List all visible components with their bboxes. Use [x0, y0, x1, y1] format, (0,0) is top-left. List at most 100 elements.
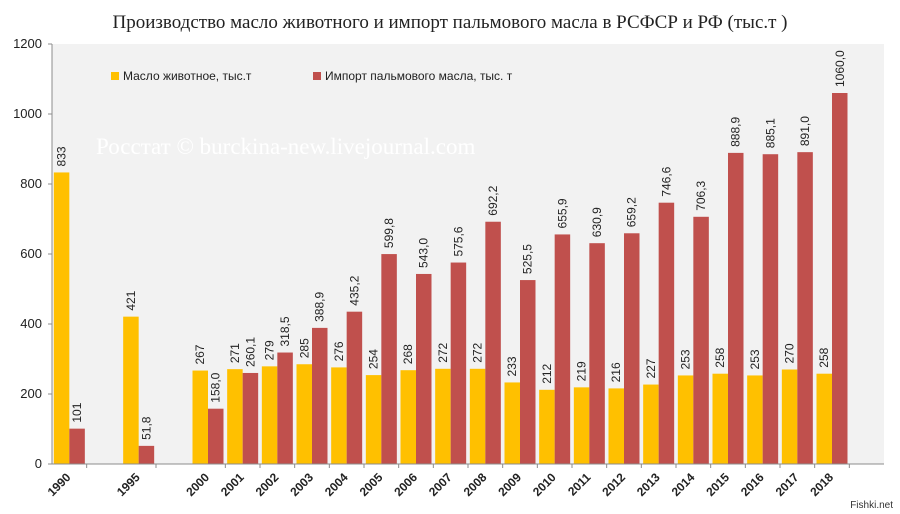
data-label-palm-oil-2009: 525,5	[521, 244, 535, 274]
legend-swatch-butter	[111, 72, 119, 80]
bar-butter-1990	[53, 172, 70, 464]
bar-butter-1995	[123, 316, 139, 464]
x-tick-label-2002: 2002	[253, 470, 282, 499]
bar-butter-2017	[781, 369, 798, 464]
x-tick-label-2010: 2010	[530, 470, 559, 499]
data-label-palm-oil-2016: 885,1	[763, 118, 777, 148]
x-tick-label-2008: 2008	[461, 470, 490, 499]
bar-butter-2001	[227, 369, 243, 464]
data-label-butter-2004: 276	[332, 341, 346, 361]
bar-butter-2004	[331, 367, 347, 464]
x-tick-label-2017: 2017	[773, 470, 802, 499]
y-axis: 0 200 400 600 800 1000 1200	[13, 36, 53, 471]
bar-butter-2003	[296, 364, 312, 464]
data-label-butter-2000: 267	[193, 344, 207, 364]
y-tick-label: 800	[20, 176, 42, 191]
x-tick-label-2006: 2006	[391, 470, 420, 499]
bar-palm-oil-2006	[416, 273, 432, 464]
bar-palm-oil-2015	[728, 152, 744, 464]
bar-palm-oil-1990	[69, 428, 85, 464]
bar-palm-oil-2014	[693, 216, 709, 464]
bars	[53, 93, 848, 464]
plot-area	[52, 44, 884, 464]
data-label-palm-oil-2014: 706,3	[694, 180, 708, 210]
data-label-palm-oil-1990: 101	[70, 402, 84, 422]
bar-palm-oil-2013	[658, 202, 675, 464]
data-label-palm-oil-2006: 543,0	[417, 238, 431, 268]
data-label-palm-oil-2013: 746,6	[659, 166, 673, 196]
data-label-butter-2016: 253	[748, 349, 762, 369]
bar-butter-2009	[504, 382, 520, 464]
x-tick-label-2011: 2011	[565, 470, 594, 499]
data-label-butter-2014: 253	[679, 349, 693, 369]
x-tick-label-2005: 2005	[357, 470, 386, 499]
x-tick-label-1990: 1990	[45, 470, 74, 499]
data-label-palm-oil-2001: 260,1	[243, 337, 257, 367]
bar-butter-2007	[435, 368, 451, 464]
bar-butter-2012	[608, 388, 624, 464]
x-axis: 1990 1995 2000 2001 2002 2003 2004 2005 2006 2007…	[45, 463, 884, 499]
data-label-palm-oil-2008: 692,2	[486, 185, 500, 215]
data-label-butter-1990: 833	[55, 146, 69, 166]
data-label-palm-oil-2007: 575,6	[451, 226, 465, 256]
bar-butter-2015	[712, 373, 728, 464]
data-label-palm-oil-2012: 659,2	[625, 197, 639, 227]
x-tick-label-2001: 2001	[218, 470, 247, 499]
bar-butter-2002	[261, 366, 278, 464]
bar-butter-2000	[192, 370, 208, 464]
x-tick-label-2012: 2012	[599, 470, 628, 499]
bar-palm-oil-2012	[624, 233, 640, 464]
bar-palm-oil-2018	[832, 93, 848, 464]
x-tick-label-2003: 2003	[287, 470, 316, 499]
data-label-palm-oil-2002: 318,5	[278, 316, 292, 346]
x-tick-label-2013: 2013	[634, 470, 663, 499]
data-label-palm-oil-2004: 435,2	[347, 275, 361, 305]
legend-label-palm-oil: Импорт пальмового масла, тыс. т	[325, 69, 513, 83]
data-label-butter-2013: 227	[644, 358, 658, 378]
x-tick-label-2014: 2014	[669, 470, 698, 499]
bar-butter-2014	[677, 375, 694, 464]
bar-palm-oil-2002	[277, 352, 293, 464]
data-label-butter-2003: 285	[297, 338, 311, 358]
x-tick-label-1995: 1995	[114, 470, 143, 499]
bar-palm-oil-2001	[242, 372, 259, 464]
data-label-palm-oil-2018: 1060,0	[833, 50, 847, 87]
x-tick-label-2018: 2018	[807, 470, 836, 499]
bar-palm-oil-2008	[485, 221, 501, 464]
bar-palm-oil-1995	[138, 445, 155, 464]
bar-palm-oil-2007	[450, 262, 467, 464]
x-tick-label-2015: 2015	[703, 470, 732, 499]
data-label-palm-oil-2011: 630,9	[590, 207, 604, 237]
bar-butter-2011	[573, 387, 590, 464]
data-label-butter-2018: 258	[817, 347, 831, 367]
y-tick-label: 400	[20, 316, 42, 331]
bar-butter-2010	[539, 389, 555, 464]
bar-butter-2013	[643, 384, 659, 464]
bar-palm-oil-2003	[312, 327, 328, 464]
data-label-palm-oil-2017: 891,0	[798, 116, 812, 146]
x-tick-label-2016: 2016	[738, 470, 767, 499]
bar-butter-2006	[400, 370, 416, 464]
data-label-butter-2002: 279	[263, 340, 277, 360]
data-label-palm-oil-2015: 888,9	[729, 117, 743, 147]
data-label-palm-oil-2005: 599,8	[382, 218, 396, 248]
y-tick-label: 200	[20, 386, 42, 401]
data-label-butter-2009: 233	[505, 356, 519, 376]
data-label-butter-2006: 268	[401, 344, 415, 364]
data-label-palm-oil-2000: 158,0	[209, 372, 223, 402]
legend: Масло животное, тыс.т Импорт пальмового …	[111, 69, 513, 83]
watermark: Росстат © burckina-new.livejournal.com	[96, 134, 475, 159]
bar-palm-oil-2011	[589, 243, 605, 464]
source-mark: Fishki.net	[850, 500, 893, 511]
bar-palm-oil-2016	[762, 154, 779, 464]
data-label-butter-2001: 271	[228, 343, 242, 363]
data-label-palm-oil-2010: 655,9	[555, 198, 569, 228]
data-label-butter-2008: 272	[471, 342, 485, 362]
y-tick-label: 1200	[13, 36, 42, 51]
chart-title: Производство масло животного и импорт па…	[112, 12, 787, 33]
x-tick-label-2004: 2004	[322, 470, 351, 499]
y-tick-label: 600	[20, 246, 42, 261]
legend-label-butter: Масло животное, тыс.т	[123, 69, 252, 83]
